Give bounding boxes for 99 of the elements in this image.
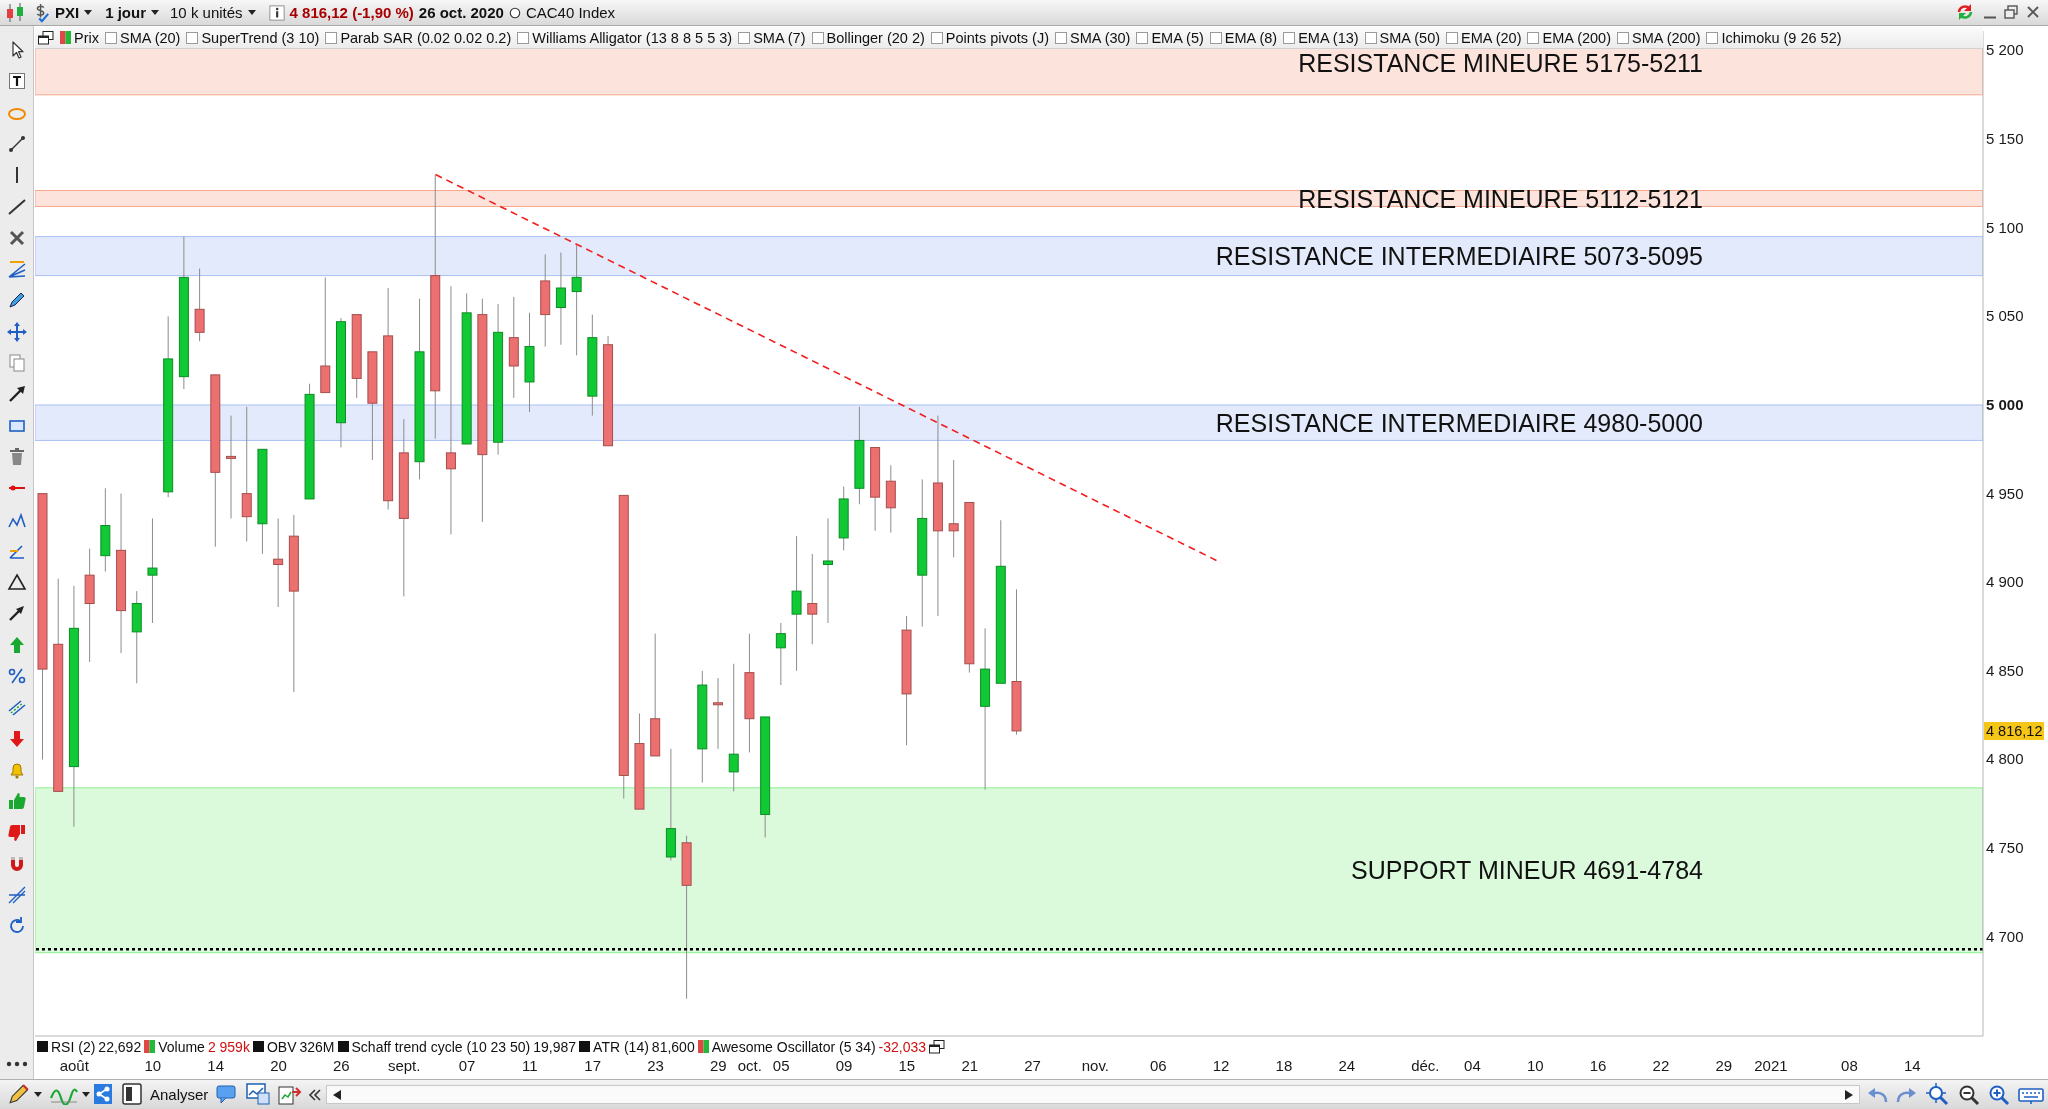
band-label: RESISTANCE MINEURE 5112-5121 <box>1298 184 1703 212</box>
annotation: EMA (200) <box>1542 29 1611 46</box>
x-tick-label: 24 <box>1338 1057 1356 1074</box>
candlestick <box>571 244 582 356</box>
candlestick <box>445 285 456 535</box>
x-tick-label: 16 <box>1589 1057 1607 1074</box>
text: RSI (2) <box>51 1038 96 1055</box>
x-tick-label: 21 <box>961 1057 979 1074</box>
x-tick-label: 09 <box>835 1057 853 1074</box>
x-tick-label: 29 <box>1715 1057 1733 1074</box>
x-tick-label: 12 <box>1212 1057 1230 1074</box>
text: 1 jour <box>105 4 147 21</box>
x-tick-label: 06 <box>1149 1057 1167 1074</box>
candlestick <box>728 663 739 792</box>
annotation: EMA (5) <box>1151 29 1204 46</box>
x-tick-label: 2021 <box>1754 1057 1788 1074</box>
y-tick-label: 5 000 <box>1986 395 2024 413</box>
x-tick-label: 11 <box>522 1057 538 1074</box>
annotation: SMA (50) <box>1379 29 1441 46</box>
text: Volume <box>158 1038 205 1055</box>
band-label: SUPPORT MINEUR 4691-4784 <box>1350 855 1703 884</box>
x-tick-label: 10 <box>1526 1057 1544 1074</box>
x-tick-label: nov. <box>1081 1057 1110 1074</box>
candlestick <box>807 553 818 645</box>
candlestick <box>273 517 284 608</box>
x-tick-label: 23 <box>647 1057 664 1074</box>
x-tick-label: 10 <box>144 1057 162 1074</box>
text: 2 959k <box>207 1038 250 1055</box>
x-tick-label: 05 <box>772 1057 790 1074</box>
text: CAC40 Index <box>525 4 616 21</box>
x-tick-label: 18 <box>1275 1057 1293 1074</box>
annotation: Ichimoku (9 26 52) <box>1721 29 1842 46</box>
text: 4 816,12 <box>1984 721 2045 740</box>
y-tick-label: 5 050 <box>1986 307 2024 325</box>
x-tick-label: 07 <box>458 1057 476 1074</box>
x-tick-label: 20 <box>270 1057 287 1074</box>
y-tick-label: 4 850 <box>1986 661 2024 679</box>
x-tick-label: 22 <box>1652 1057 1670 1074</box>
x-tick-label: sept. <box>387 1057 421 1074</box>
annotation: Williams Alligator (13 8 8 5 5 3) <box>532 29 733 46</box>
text: 10 k unités <box>170 4 243 21</box>
text: Awesome Oscillator (5 34) <box>711 1038 876 1055</box>
x-tick-label: 14 <box>1903 1057 1921 1074</box>
band-label: RESISTANCE INTERMEDIAIRE 4980-5000 <box>1215 408 1703 437</box>
y-tick-label: 5 200 <box>1986 41 2024 59</box>
x-tick-label: 08 <box>1841 1057 1858 1074</box>
text: 26 oct. 2020 <box>418 4 504 21</box>
y-tick-label: 5 100 <box>1986 218 2024 236</box>
annotation: SMA (7) <box>753 29 806 46</box>
annotation: SMA (20) <box>119 29 181 46</box>
text: OBV <box>266 1038 297 1055</box>
candlestick <box>241 406 252 542</box>
text: 81,600 <box>651 1038 695 1055</box>
annotation: SMA (200) <box>1631 29 1701 46</box>
text: 19,987 <box>533 1038 577 1055</box>
text: ATR (14) <box>593 1038 649 1055</box>
annotation: Bollinger (20 2) <box>826 29 925 46</box>
y-tick-label: 5 150 <box>1986 130 2024 148</box>
text: Schaff trend cycle (10 23 50) <box>351 1038 531 1055</box>
band-label: RESISTANCE MINEURE 5175-5211 <box>1298 48 1703 77</box>
y-tick-label: 4 950 <box>1986 484 2024 502</box>
candlestick <box>948 459 959 558</box>
chart-title: PXI <box>55 4 80 21</box>
x-tick-label: août <box>59 1057 90 1074</box>
x-tick-label: 04 <box>1464 1057 1481 1074</box>
text: -32,033 <box>878 1038 927 1055</box>
x-tick-label: 26 <box>332 1057 350 1074</box>
candlestick <box>194 268 205 342</box>
x-tick-label: oct. <box>737 1057 762 1074</box>
text: 4 816,12 (-1,90 %) <box>289 4 414 21</box>
x-tick-label: 29 <box>710 1057 727 1074</box>
x-tick-label: 27 <box>1024 1057 1041 1074</box>
text: Analyser <box>150 1086 209 1103</box>
text: 326M <box>299 1038 335 1055</box>
text: 22,692 <box>98 1038 142 1055</box>
annotation: EMA (20) <box>1461 29 1522 46</box>
y-tick-label: 4 900 <box>1986 573 2024 591</box>
candlestick <box>555 252 566 346</box>
annotation: EMA (8) <box>1224 29 1278 46</box>
annotation: SuperTrend (3 10) <box>201 29 320 46</box>
band-label: RESISTANCE INTERMEDIAIRE 5073-5095 <box>1215 241 1703 270</box>
candlestick <box>147 517 158 624</box>
annotation: Prix <box>74 29 99 46</box>
candlestick <box>775 622 786 686</box>
candlestick <box>713 677 724 750</box>
x-tick-label: 14 <box>207 1057 225 1074</box>
candlestick <box>226 415 237 519</box>
annotation: SMA (30) <box>1069 29 1131 46</box>
annotation: EMA (13) <box>1298 29 1359 46</box>
x-tick-label: déc. <box>1411 1057 1440 1074</box>
x-tick-label: 15 <box>898 1057 916 1074</box>
annotation: Parab SAR (0.02 0.02 0.2) <box>340 29 512 46</box>
candlestick <box>791 535 802 672</box>
y-tick-label: 4 750 <box>1986 839 2024 857</box>
y-tick-label: 4 700 <box>1986 927 2024 945</box>
annotation: Points pivots (J) <box>945 29 1049 46</box>
candlestick <box>822 517 833 624</box>
y-tick-label: 4 800 <box>1986 750 2024 768</box>
x-tick-label: 17 <box>584 1057 602 1074</box>
